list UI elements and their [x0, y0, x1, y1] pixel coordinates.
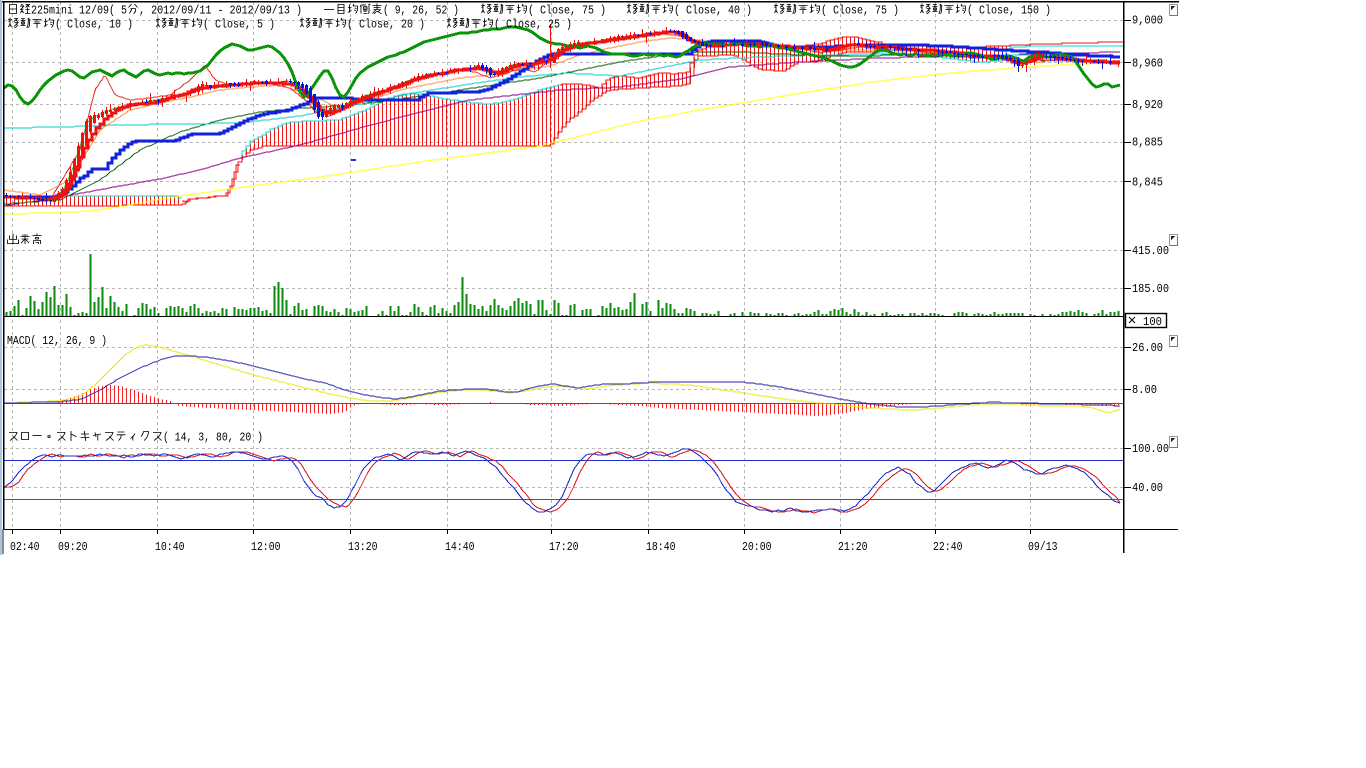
svg-text:8,885: 8,885 [1132, 136, 1163, 150]
svg-text:02:40: 02:40 [10, 540, 40, 554]
svg-text:100.00: 100.00 [1132, 442, 1169, 456]
svg-text:09/13: 09/13 [1028, 540, 1058, 554]
svg-text:20:00: 20:00 [742, 540, 772, 554]
svg-text:225mini 12/09( 5: 225mini 12/09( 5 [31, 4, 127, 18]
svg-text:( Close, 75 ): ( Close, 75 ) [821, 4, 899, 18]
svg-text:8,920: 8,920 [1132, 98, 1163, 112]
svg-text:14:40: 14:40 [445, 540, 475, 554]
svg-text:8,845: 8,845 [1132, 175, 1163, 189]
svg-text:10:40: 10:40 [155, 540, 185, 554]
svg-text:415.00: 415.00 [1132, 244, 1169, 258]
svg-text:( Close, 150 ): ( Close, 150 ) [967, 4, 1051, 18]
svg-text:( Close, 5 ): ( Close, 5 ) [203, 18, 275, 32]
svg-text:21:20: 21:20 [838, 540, 868, 554]
svg-text:( Close, 25 ): ( Close, 25 ) [494, 18, 572, 32]
svg-text:09:20: 09:20 [58, 540, 88, 554]
svg-text:( Close, 10 ): ( Close, 10 ) [55, 18, 133, 32]
svg-text:( Close, 75 ): ( Close, 75 ) [528, 4, 606, 18]
svg-text:8,960: 8,960 [1132, 56, 1163, 70]
svg-text:( Close, 40 ): ( Close, 40 ) [674, 4, 752, 18]
svg-text:( 14, 3, 80, 20 ): ( 14, 3, 80, 20 ) [163, 431, 263, 445]
svg-text:100: 100 [1143, 315, 1162, 329]
svg-text:18:40: 18:40 [646, 540, 676, 554]
svg-text:13:20: 13:20 [348, 540, 378, 554]
svg-text:, 2012/09/11 - 2012/09/13 ): , 2012/09/11 - 2012/09/13 ) [139, 4, 302, 18]
svg-text:26.00: 26.00 [1132, 341, 1163, 355]
svg-text:185.00: 185.00 [1132, 282, 1169, 296]
svg-text:17:20: 17:20 [549, 540, 579, 554]
svg-text:9,000: 9,000 [1132, 14, 1163, 28]
svg-text:40.00: 40.00 [1132, 481, 1163, 495]
svg-text:12:00: 12:00 [251, 540, 281, 554]
svg-text:( 9, 26, 52 ): ( 9, 26, 52 ) [383, 4, 459, 18]
svg-text:8.00: 8.00 [1132, 383, 1157, 397]
svg-text:( Close, 20 ): ( Close, 20 ) [347, 18, 425, 32]
svg-text:22:40: 22:40 [933, 540, 963, 554]
svg-text:MACD( 12, 26, 9 ): MACD( 12, 26, 9 ) [7, 334, 107, 348]
